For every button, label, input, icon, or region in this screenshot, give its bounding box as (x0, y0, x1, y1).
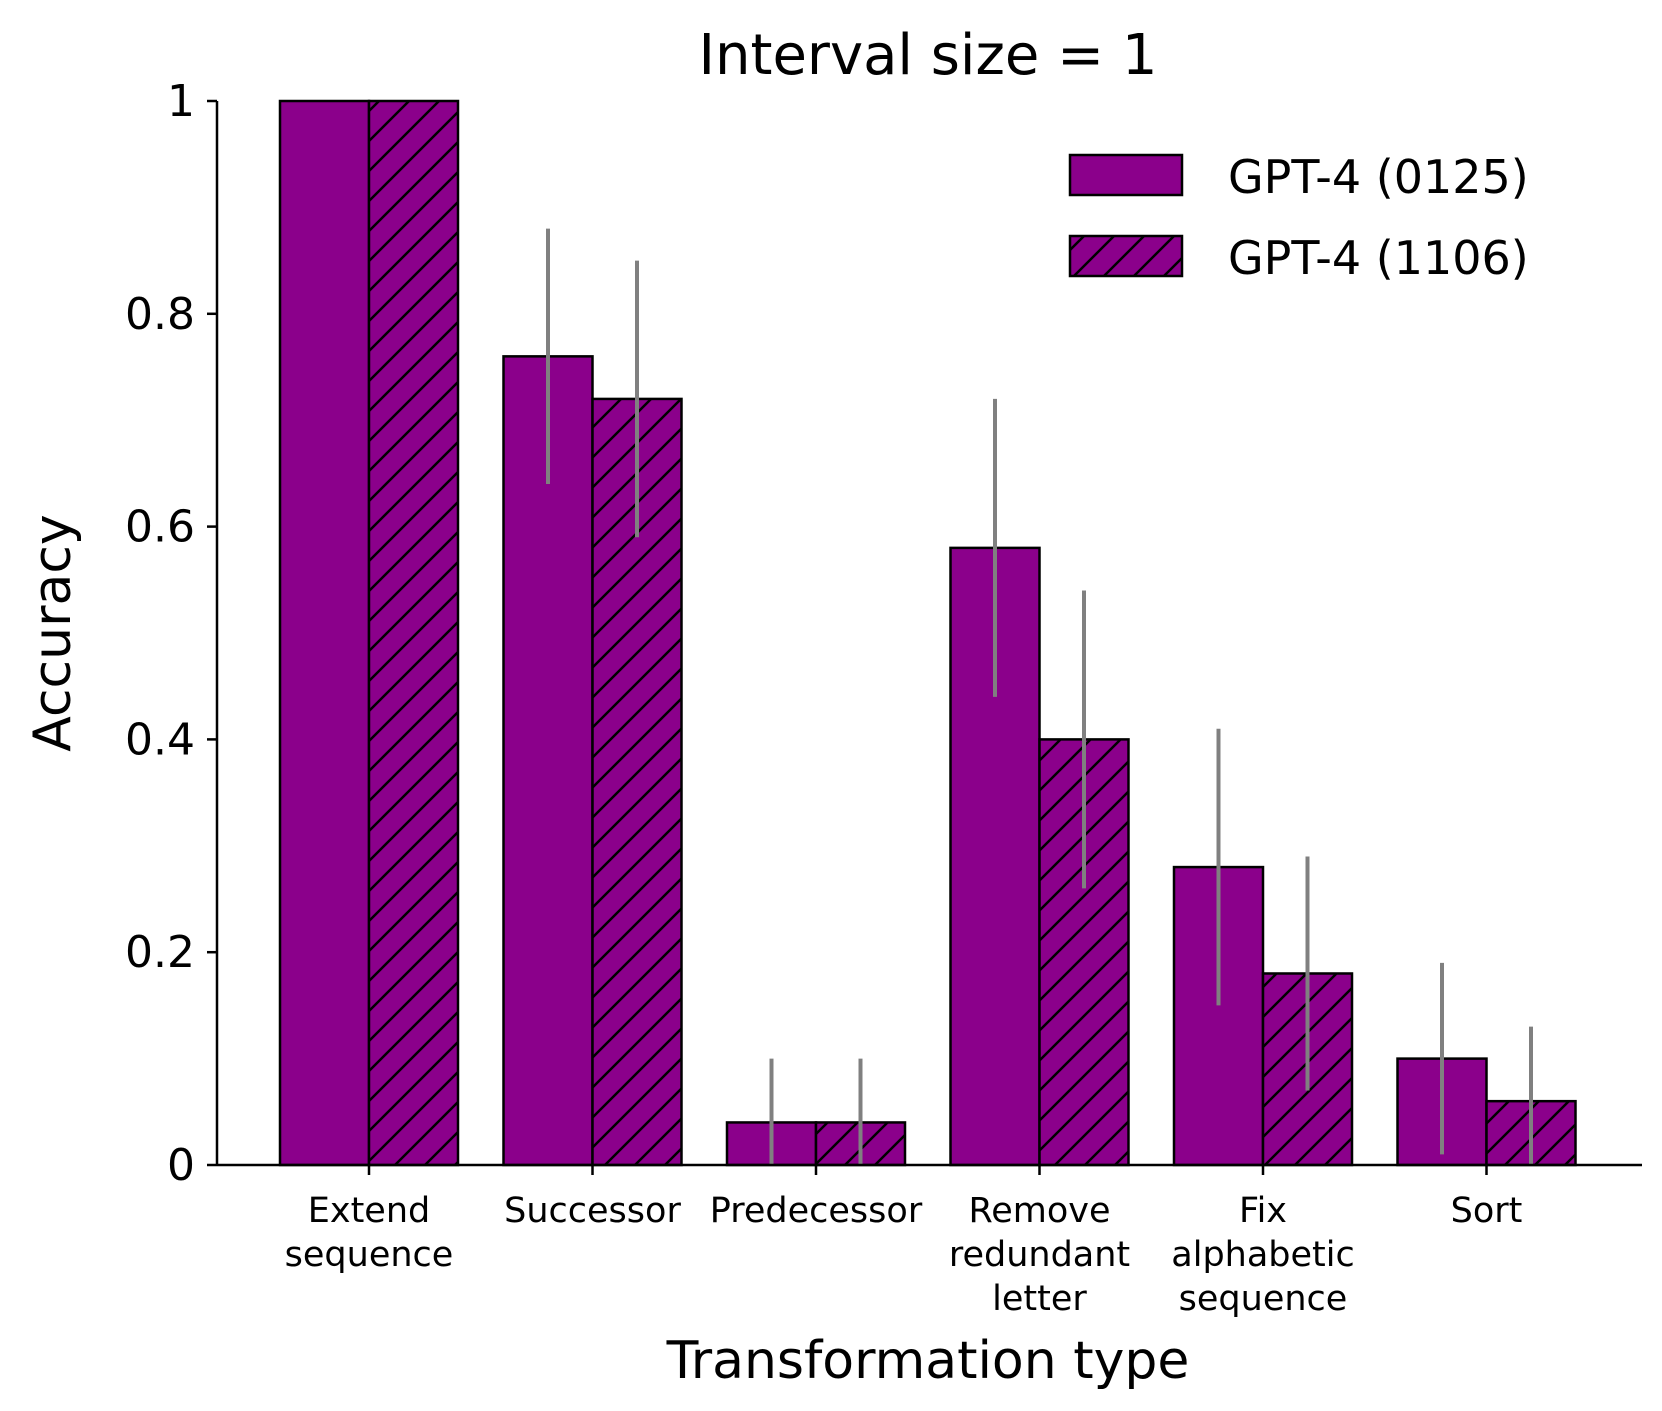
bar-gpt-4-1106-extend-sequence (367, 99, 460, 1167)
legend-label-gpt4-1106: GPT-4 (1106) (1228, 231, 1529, 285)
plot-area (278, 99, 1577, 1167)
x-ticks: Extend sequence Successor Predecessor Remove… (285, 1165, 1523, 1319)
chart-title: Interval size = 1 (699, 23, 1158, 88)
x-tick-label-extend-sequence: Extend sequence (285, 1191, 454, 1275)
y-axis-label: Accuracy (23, 514, 83, 751)
y-tick-label: 1 (167, 76, 195, 127)
y-tick-label: 0.4 (125, 714, 195, 765)
x-tick-label-predecessor: Predecessor (710, 1191, 923, 1231)
y-tick-label: 0.2 (125, 927, 195, 978)
y-tick-label: 0 (167, 1140, 195, 1191)
legend-swatch-gpt4-0125 (1068, 153, 1184, 197)
bar-gpt-4-0125-extend-sequence (278, 99, 371, 1167)
y-tick-label: 0.8 (125, 289, 195, 340)
legend-swatch-gpt4-1106 (1068, 234, 1184, 278)
y-tick-label: 0.6 (125, 502, 195, 553)
x-tick-label-sort: Sort (1451, 1191, 1523, 1231)
x-tick-label-fix-alphabetic-sequence: Fix alphabetic sequence (1171, 1191, 1354, 1319)
legend: GPT-4 (0125) GPT-4 (1106) (1068, 150, 1529, 285)
x-tick-label-remove-redundant-letter: Remove redundant letter (949, 1191, 1130, 1319)
x-tick-label-successor: Successor (504, 1191, 681, 1231)
x-axis-label: Transformation type (666, 1331, 1190, 1391)
legend-label-gpt4-0125: GPT-4 (0125) (1228, 150, 1529, 204)
y-ticks: 0 0.2 0.4 0.6 0.8 1 (125, 76, 217, 1191)
